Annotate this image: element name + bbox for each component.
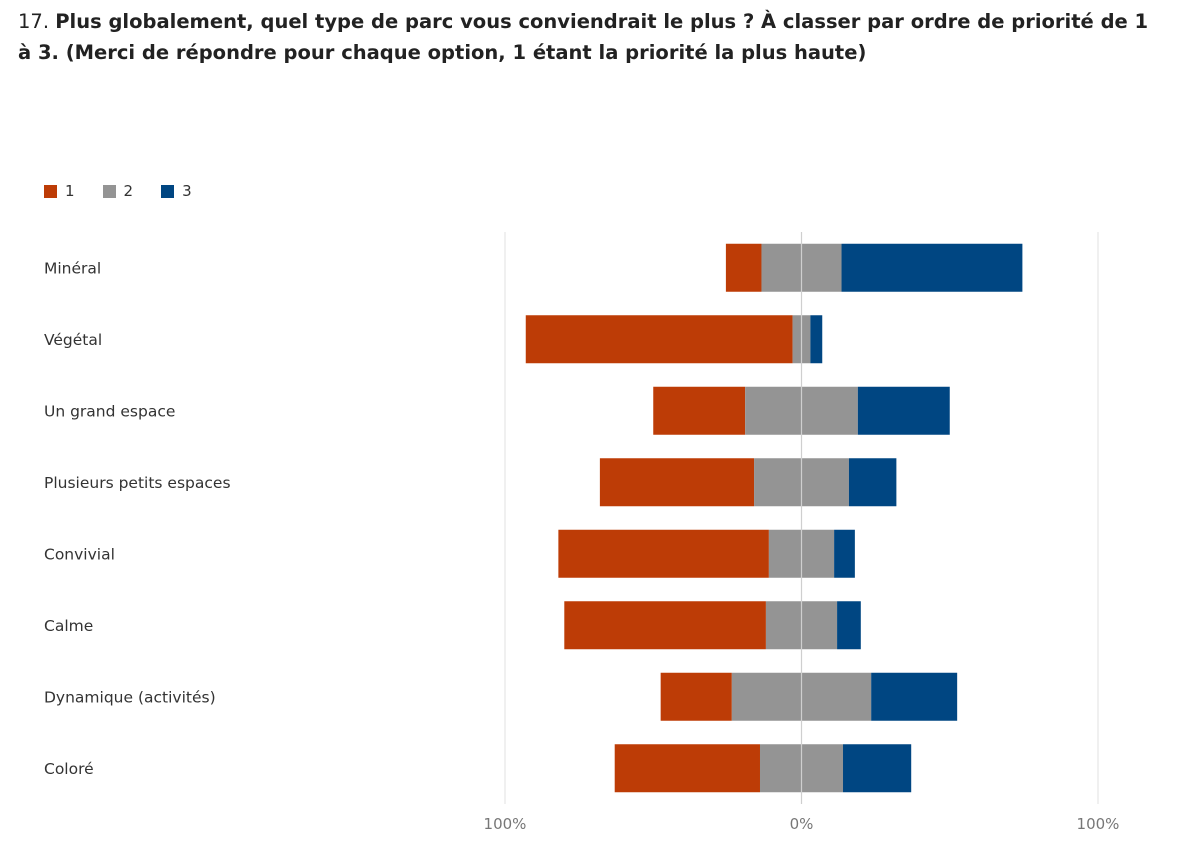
legend-label-2: 2 bbox=[123, 182, 134, 200]
legend-label-3: 3 bbox=[182, 182, 192, 200]
bar-4-series-3 bbox=[848, 458, 897, 507]
category-label-2: Végétal bbox=[44, 331, 102, 349]
x-tick-label-2: 100% bbox=[1077, 815, 1120, 833]
category-label-4: Plusieurs petits espaces bbox=[44, 474, 231, 492]
bar-2-series-3 bbox=[810, 315, 823, 364]
bar-3-series-1 bbox=[653, 386, 746, 435]
x-tick-label-0: 100% bbox=[484, 815, 527, 833]
legend-item-3: 3 bbox=[161, 182, 192, 200]
bar-1-series-1 bbox=[725, 243, 762, 292]
bar-8-series-3 bbox=[843, 744, 912, 793]
bar-6-series-1 bbox=[564, 601, 766, 650]
bar-8-series-1 bbox=[614, 744, 760, 793]
category-label-5: Convivial bbox=[44, 545, 115, 563]
bar-3-series-3 bbox=[857, 386, 950, 435]
bar-7-series-1 bbox=[660, 672, 732, 721]
category-label-7: Dynamique (activités) bbox=[44, 688, 216, 706]
legend-item-1: 1 bbox=[44, 182, 75, 200]
question-text: Plus globalement, quel type de parc vous… bbox=[18, 10, 1149, 64]
category-label-1: Minéral bbox=[44, 259, 101, 277]
bar-5-series-3 bbox=[834, 529, 855, 578]
bar-6-series-3 bbox=[837, 601, 861, 650]
category-label-8: Coloré bbox=[44, 760, 94, 778]
bar-4-series-1 bbox=[599, 458, 755, 507]
legend-swatch-1 bbox=[44, 184, 57, 198]
bar-5-series-1 bbox=[558, 529, 769, 578]
bar-2-series-1 bbox=[525, 315, 793, 364]
chart-legend: 1 2 3 bbox=[44, 182, 220, 200]
question-title: 17. Plus globalement, quel type de parc … bbox=[18, 6, 1168, 68]
legend-label-1: 1 bbox=[65, 182, 75, 200]
x-tick-label-1: 0% bbox=[790, 815, 814, 833]
legend-swatch-3 bbox=[161, 184, 175, 198]
question-number: 17. bbox=[18, 10, 50, 33]
category-label-3: Un grand espace bbox=[44, 402, 175, 420]
bar-1-series-3 bbox=[841, 243, 1023, 292]
legend-item-2: 2 bbox=[102, 182, 134, 200]
legend-swatch-2 bbox=[102, 184, 116, 198]
category-label-6: Calme bbox=[44, 617, 93, 635]
bar-7-series-3 bbox=[871, 672, 958, 721]
